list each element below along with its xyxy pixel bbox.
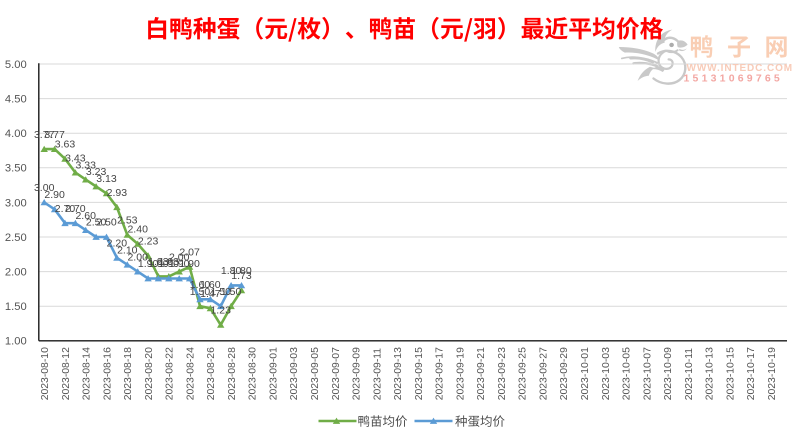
svg-text:2.70: 2.70 [55, 203, 76, 215]
svg-text:2023-09-03: 2023-09-03 [289, 347, 300, 400]
svg-text:1.80: 1.80 [221, 265, 242, 277]
svg-text:15131069765: 15131069765 [684, 73, 783, 85]
svg-text:2023-08-14: 2023-08-14 [82, 347, 93, 400]
svg-text:1.50: 1.50 [210, 286, 231, 298]
svg-text:1.93: 1.93 [148, 256, 169, 268]
svg-text:1.90: 1.90 [148, 258, 169, 270]
svg-text:2023-09-07: 2023-09-07 [331, 347, 342, 400]
svg-text:2023-10-11: 2023-10-11 [684, 348, 695, 401]
svg-text:2023-09-27: 2023-09-27 [539, 347, 550, 400]
svg-text:1.90: 1.90 [169, 258, 190, 270]
svg-text:2023-08-16: 2023-08-16 [102, 347, 113, 400]
svg-text:2.50: 2.50 [86, 217, 107, 229]
svg-text:2023-09-15: 2023-09-15 [414, 347, 425, 400]
svg-text:1.50: 1.50 [190, 286, 211, 298]
svg-text:1.47: 1.47 [200, 288, 221, 300]
svg-text:1.60: 1.60 [200, 279, 221, 291]
svg-text:2.07: 2.07 [179, 247, 200, 259]
svg-text:2023-08-28: 2023-08-28 [227, 347, 238, 400]
svg-text:2023-09-25: 2023-09-25 [518, 347, 529, 400]
svg-text:2.00: 2.00 [127, 251, 148, 263]
svg-text:2023-09-29: 2023-09-29 [559, 347, 570, 400]
svg-text:1.50: 1.50 [221, 286, 242, 298]
svg-text:2023-09-05: 2023-09-05 [310, 347, 321, 400]
svg-text:2023-10-19: 2023-10-19 [767, 347, 778, 400]
svg-text:2023-09-09: 2023-09-09 [352, 347, 363, 400]
svg-text:1.00: 1.00 [5, 336, 27, 348]
svg-text:1.60: 1.60 [190, 279, 211, 291]
svg-text:2023-10-03: 2023-10-03 [601, 347, 612, 400]
svg-text:1.90: 1.90 [159, 258, 180, 270]
svg-text:2.00: 2.00 [5, 267, 27, 279]
svg-text:2023-08-24: 2023-08-24 [185, 347, 196, 400]
svg-text:2023-10-05: 2023-10-05 [622, 347, 633, 400]
svg-text:1.50: 1.50 [5, 301, 27, 313]
svg-text:2.90: 2.90 [44, 189, 65, 201]
svg-text:3.13: 3.13 [96, 173, 117, 185]
svg-text:2023-08-12: 2023-08-12 [61, 347, 72, 400]
svg-text:2023-10-07: 2023-10-07 [642, 347, 653, 400]
svg-text:2023-10-01: 2023-10-01 [580, 347, 591, 400]
svg-text:2.10: 2.10 [117, 244, 138, 256]
svg-text:2023-09-23: 2023-09-23 [497, 347, 508, 400]
svg-text:3.33: 3.33 [75, 159, 96, 171]
svg-text:2.50: 2.50 [5, 232, 27, 244]
svg-text:2023-09-21: 2023-09-21 [476, 347, 487, 400]
svg-text:3.23: 3.23 [86, 166, 107, 178]
svg-text:1.73: 1.73 [231, 270, 252, 282]
svg-text:3.43: 3.43 [65, 152, 86, 164]
svg-text:2023-09-11: 2023-09-11 [372, 348, 383, 401]
svg-text:2.20: 2.20 [107, 238, 128, 250]
svg-text:3.50: 3.50 [5, 163, 27, 175]
svg-text:2023-08-22: 2023-08-22 [165, 347, 176, 400]
svg-text:2023-09-01: 2023-09-01 [269, 347, 280, 400]
svg-text:2.60: 2.60 [75, 210, 96, 222]
svg-text:1.93: 1.93 [159, 256, 180, 268]
svg-text:2023-10-15: 2023-10-15 [725, 347, 736, 400]
svg-text:2.50: 2.50 [96, 217, 117, 229]
svg-text:WWW.INTEDC.COM: WWW.INTEDC.COM [687, 63, 793, 74]
svg-text:2023-10-09: 2023-10-09 [663, 347, 674, 400]
svg-text:2023-10-13: 2023-10-13 [705, 347, 716, 400]
svg-text:2023-08-26: 2023-08-26 [206, 347, 217, 400]
svg-text:2.40: 2.40 [127, 224, 148, 236]
svg-text:2023-09-19: 2023-09-19 [455, 347, 466, 400]
svg-text:2023-08-18: 2023-08-18 [123, 347, 134, 400]
svg-text:3.77: 3.77 [34, 129, 55, 141]
svg-text:1.23: 1.23 [210, 305, 231, 317]
svg-text:2023-08-30: 2023-08-30 [248, 347, 259, 400]
svg-text:2.93: 2.93 [107, 187, 128, 199]
svg-text:5.00: 5.00 [5, 59, 27, 71]
svg-text:1.90: 1.90 [138, 258, 159, 270]
svg-text:2023-09-17: 2023-09-17 [435, 347, 446, 400]
svg-text:2.23: 2.23 [138, 235, 159, 247]
svg-text:2023-09-13: 2023-09-13 [393, 347, 404, 400]
svg-text:2.70: 2.70 [65, 203, 86, 215]
svg-text:2.00: 2.00 [169, 251, 190, 263]
svg-text:4.00: 4.00 [5, 128, 27, 140]
svg-text:2023-08-20: 2023-08-20 [144, 347, 155, 400]
svg-text:2.53: 2.53 [117, 215, 138, 227]
svg-text:3.00: 3.00 [34, 182, 55, 194]
svg-text:4.50: 4.50 [5, 94, 27, 106]
svg-text:1.90: 1.90 [179, 258, 200, 270]
svg-text:3.63: 3.63 [55, 139, 76, 151]
svg-text:3.77: 3.77 [44, 129, 65, 141]
svg-text:3.00: 3.00 [5, 197, 27, 209]
svg-text:2023-10-17: 2023-10-17 [746, 347, 757, 400]
svg-text:1.80: 1.80 [231, 265, 252, 277]
svg-text:2023-08-10: 2023-08-10 [40, 347, 51, 400]
